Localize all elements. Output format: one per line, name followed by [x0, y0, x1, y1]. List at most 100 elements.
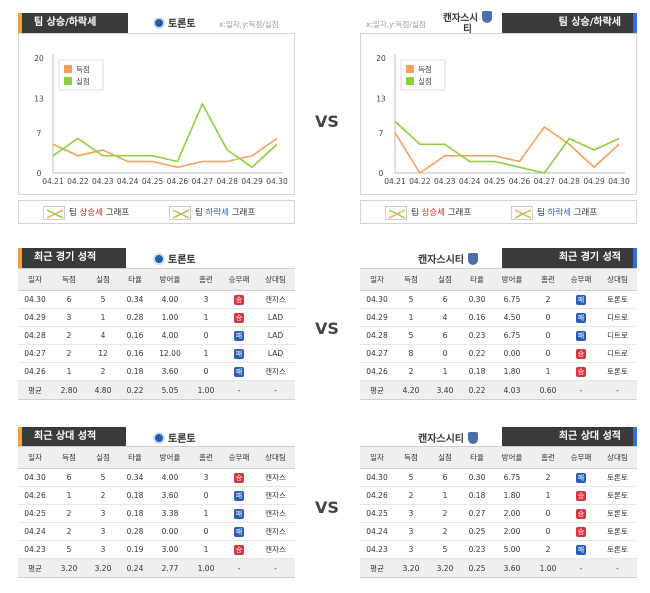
trend-tab-left: 팀 상승/하락세	[18, 13, 128, 33]
trend-hint-left: x:일자,y:득점/실점	[219, 20, 279, 29]
h2h-right-cell: 2	[428, 504, 462, 523]
recent-games-left-row: 04.29 3 1 0.28 1.00 1 승 LAD	[18, 308, 295, 327]
recent-games-right-column-header: 홈런	[532, 268, 564, 291]
recent-games-left-cell: 04.26	[18, 362, 52, 381]
recent-games-right-result-cell: 패	[564, 308, 598, 327]
h2h-left-cell: 0.00	[150, 522, 190, 541]
recent-games-right-cell: 0.23	[462, 326, 492, 345]
left-chart-x-tick-label: 04.25	[142, 177, 164, 186]
left-chart-series-line-score	[52, 137, 278, 169]
h2h-right-cell: 04.26	[360, 486, 394, 505]
h2h-right-average-cell: 1.00	[532, 558, 564, 578]
left-chart-legend-swatch	[64, 65, 72, 73]
loss-badge: 패	[576, 330, 586, 341]
recent-games-right-result-cell: 승	[564, 344, 598, 363]
h2h-left-column-header: 득점	[52, 446, 86, 469]
recent-games-left-column-header: 타율	[120, 268, 150, 291]
trend-team-right: 캔자스시 티	[443, 11, 492, 35]
h2h-left-cell: 3.60	[150, 486, 190, 505]
h2h-left-cell: 3	[190, 468, 222, 487]
recent-games-left-column-header: 방어율	[150, 268, 190, 291]
recent-games-left-result-cell: 패	[222, 362, 256, 381]
recent-games-left-average-cell: 5.05	[150, 380, 190, 400]
h2h-right-cell: 2.00	[492, 504, 532, 523]
left-chart-y-tick-label: 20	[34, 54, 44, 63]
h2h-left-average-cell: -	[256, 558, 295, 578]
loss-badge: 패	[234, 490, 244, 501]
recent-games-table-right: 일자 득점 실점 타율 방어율 홈런 승무패 상대팀 04.30 5 6 0.30 6.75 2 패 토론토 0…	[360, 268, 637, 400]
h2h-left-cell: 3	[86, 540, 120, 559]
kansas-city-logo-icon	[468, 253, 478, 265]
down-graph-icon	[511, 205, 533, 220]
h2h-right-cell: 2.00	[492, 522, 532, 541]
h2h-left-average-cell: -	[222, 558, 256, 578]
up-graph-icon	[43, 205, 65, 220]
h2h-left-cell: 1	[190, 540, 222, 559]
h2h-left-cell: 04.25	[18, 504, 52, 523]
h2h-left-cell: 4.00	[150, 468, 190, 487]
recent-games-left-cell: 1	[86, 308, 120, 327]
recent-games-right-row: 04.26 2 1 0.18 1.80 1 승 토론토	[360, 362, 637, 381]
h2h-left-column-header: 승무패	[222, 446, 256, 469]
recent-games-right-cell: 0.30	[462, 290, 492, 309]
loss-badge: 패	[234, 366, 244, 377]
recent-games-right-column-header: 상대팀	[598, 268, 637, 291]
recent-games-right-result-cell: 패	[564, 326, 598, 345]
right-chart-x-tick-label: 04.23	[434, 177, 456, 186]
right-chart-x-tick-label: 04.24	[459, 177, 481, 186]
win-badge: 승	[576, 508, 586, 519]
h2h-right-result-cell: 패	[564, 540, 598, 559]
h2h-right-row: 04.25 3 2 0.27 2.00 0 승 토론토	[360, 504, 637, 523]
h2h-left-cell: 2	[52, 504, 86, 523]
h2h-left-cell: 3.38	[150, 504, 190, 523]
recent-games-left-cell: 2	[52, 326, 86, 345]
h2h-right-cell: 3	[394, 522, 428, 541]
recent-games-right-cell: 0	[532, 326, 564, 345]
left-chart-y-tick-label: 7	[37, 129, 42, 138]
h2h-left-result-cell: 패	[222, 522, 256, 541]
h2h-right-average-cell: -	[564, 558, 598, 578]
h2h-left-result-cell: 패	[222, 504, 256, 523]
h2h-left-column-header: 실점	[86, 446, 120, 469]
recent-games-left-cell: 0.16	[120, 326, 150, 345]
up-graph-icon	[385, 205, 407, 220]
h2h-right-average-cell: 0.25	[462, 558, 492, 578]
h2h-left-cell: 0.28	[120, 522, 150, 541]
right-chart-series-line-concede	[394, 120, 620, 174]
recent-games-team-left: 토론토	[153, 251, 196, 266]
h2h-right-column-header: 상대팀	[598, 446, 637, 469]
toronto-logo-icon	[153, 17, 165, 29]
h2h-left-result-cell: 승	[222, 540, 256, 559]
h2h-right-cell: 0.30	[462, 468, 492, 487]
h2h-right-row: 04.26 2 1 0.18 1.80 1 승 토론토	[360, 486, 637, 505]
recent-games-left-column-header: 상대팀	[256, 268, 295, 291]
recent-games-right-cell: 4	[428, 308, 462, 327]
recent-games-right-cell: 1	[428, 362, 462, 381]
loss-badge: 패	[234, 508, 244, 519]
h2h-right-result-cell: 패	[564, 468, 598, 487]
right-chart-legend-swatch	[406, 77, 414, 85]
recent-games-left-average-cell: 4.80	[86, 380, 120, 400]
recent-games-left-row: 04.28 2 4 0.16 4.00 0 패 LAD	[18, 326, 295, 345]
toronto-logo-icon	[153, 253, 165, 265]
left-chart-x-tick-label: 04.30	[266, 177, 288, 186]
h2h-right-cell: 토론토	[598, 522, 637, 541]
h2h-right-average-cell: -	[598, 558, 637, 578]
recent-games-right-column-header: 실점	[428, 268, 462, 291]
loss-badge: 패	[576, 472, 586, 483]
recent-games-right-average-cell: 0.22	[462, 380, 492, 400]
recent-games-left-header-row: 일자 득점 실점 타율 방어율 홈런 승무패 상대팀	[18, 268, 295, 291]
loss-badge: 패	[234, 348, 244, 359]
recent-games-right-cell: 04.30	[360, 290, 394, 309]
recent-games-right-average-cell: 3.40	[428, 380, 462, 400]
legend-down-right: 팀 하락세 그래프	[511, 205, 597, 221]
h2h-table-right: 일자 득점 실점 타율 방어율 홈런 승무패 상대팀 04.30 5 6 0.30 6.75 2 패 토론토 0…	[360, 446, 637, 578]
h2h-right-cell: 6	[428, 468, 462, 487]
recent-games-right-cell: 04.29	[360, 308, 394, 327]
recent-games-left-result-cell: 패	[222, 344, 256, 363]
h2h-left-cell: 1	[190, 504, 222, 523]
legend-bar-right: 팀 상승세 그래프 팀 하락세 그래프	[360, 200, 637, 224]
right-chart-legend-swatch	[406, 65, 414, 73]
recent-games-right-average-cell: 0.60	[532, 380, 564, 400]
recent-games-right-cell: 5	[394, 290, 428, 309]
